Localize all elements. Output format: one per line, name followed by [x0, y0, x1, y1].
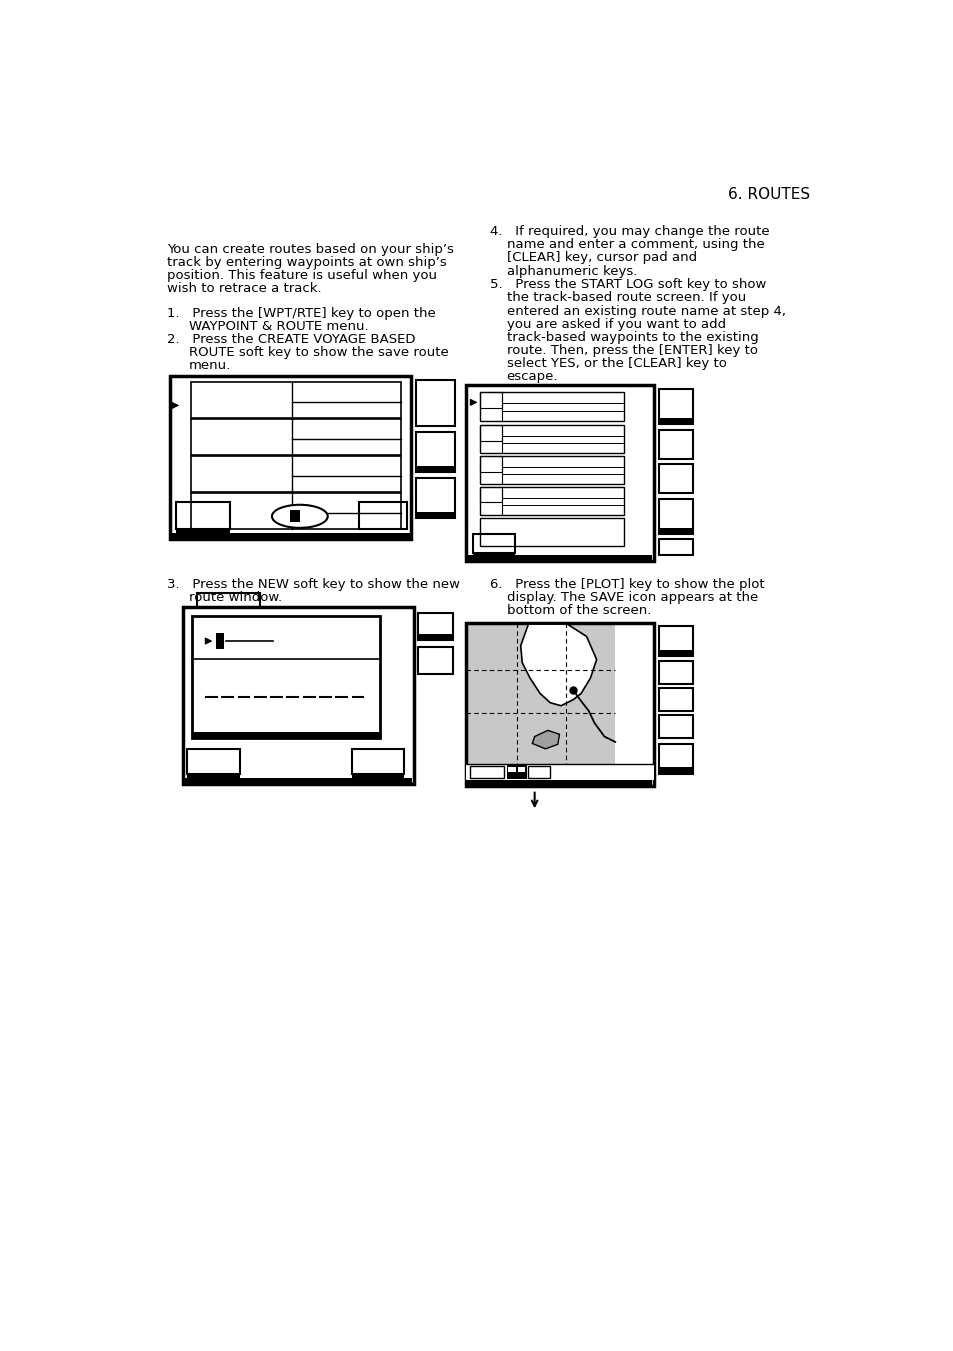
Text: name and enter a comment, using the: name and enter a comment, using the [506, 238, 763, 251]
Text: display. The SAVE icon appears at the: display. The SAVE icon appears at the [506, 590, 758, 604]
Bar [658, 539, 692, 555]
Bar [184, 778, 412, 785]
Bar [171, 534, 410, 539]
Text: escape.: escape. [506, 370, 558, 384]
Bar [658, 715, 692, 738]
Bar [468, 555, 652, 561]
Bar [480, 392, 501, 408]
Bar [480, 392, 623, 422]
Bar [358, 503, 406, 530]
Text: bottom of the screen.: bottom of the screen. [506, 604, 651, 617]
Bar [470, 766, 504, 778]
Text: the track-based route screen. If you: the track-based route screen. If you [506, 292, 745, 304]
Bar [418, 613, 453, 640]
Bar [658, 661, 692, 684]
Bar [468, 780, 652, 786]
Text: [CLEAR] key, cursor pad and: [CLEAR] key, cursor pad and [506, 251, 696, 265]
Bar [352, 774, 404, 780]
Text: route. Then, press the [ENTER] key to: route. Then, press the [ENTER] key to [506, 345, 757, 357]
Bar [187, 774, 240, 780]
Bar [183, 607, 414, 785]
Bar [418, 634, 453, 640]
Bar [658, 528, 692, 534]
Bar [466, 385, 654, 561]
Bar [480, 488, 623, 515]
Bar [480, 457, 623, 484]
Bar [480, 426, 501, 440]
Bar [466, 765, 654, 780]
Bar [418, 647, 453, 674]
Bar [416, 466, 455, 471]
Bar [506, 765, 526, 780]
Bar [658, 627, 692, 655]
Bar [480, 517, 623, 546]
Text: select YES, or the [CLEAR] key to: select YES, or the [CLEAR] key to [506, 357, 726, 370]
Bar [480, 488, 501, 503]
Bar [615, 623, 654, 765]
Text: WAYPOINT & ROUTE menu.: WAYPOINT & ROUTE menu. [189, 320, 368, 332]
Bar [466, 623, 654, 786]
Text: wish to retrace a track.: wish to retrace a track. [167, 282, 321, 296]
Text: 6. ROUTES: 6. ROUTES [728, 186, 810, 201]
Bar [658, 744, 692, 774]
Polygon shape [520, 624, 596, 705]
Bar [192, 457, 400, 492]
Text: 4.   If required, you may change the route: 4. If required, you may change the route [489, 226, 768, 238]
Bar [480, 426, 623, 453]
Text: 5.   Press the START LOG soft key to show: 5. Press the START LOG soft key to show [489, 278, 765, 292]
Text: position. This feature is useful when you: position. This feature is useful when yo… [167, 269, 436, 282]
Ellipse shape [272, 505, 328, 528]
Text: ROUTE soft key to show the save route: ROUTE soft key to show the save route [189, 346, 448, 359]
Text: 1.   Press the [WPT/RTE] key to open the: 1. Press the [WPT/RTE] key to open the [167, 307, 436, 320]
Bar [192, 419, 400, 455]
Bar [416, 512, 455, 517]
Bar [658, 430, 692, 459]
Text: entered an existing route name at step 4,: entered an existing route name at step 4… [506, 304, 785, 317]
Text: menu.: menu. [189, 359, 231, 373]
Bar [175, 530, 230, 535]
Bar [187, 748, 240, 774]
Bar [658, 650, 692, 655]
Bar [416, 431, 455, 471]
Bar [192, 493, 400, 528]
Bar [472, 534, 515, 554]
Bar [170, 376, 411, 539]
Text: 2.   Press the CREATE VOYAGE BASED: 2. Press the CREATE VOYAGE BASED [167, 334, 416, 346]
Bar [517, 766, 524, 771]
Bar [658, 417, 692, 424]
Bar [528, 766, 550, 778]
Text: track-based waypoints to the existing: track-based waypoints to the existing [506, 331, 758, 343]
Bar [352, 748, 404, 774]
Bar [416, 380, 455, 426]
Bar [480, 457, 501, 471]
Bar [290, 511, 299, 523]
Text: 3.   Press the NEW soft key to show the new: 3. Press the NEW soft key to show the ne… [167, 578, 459, 590]
Bar [508, 766, 516, 771]
Polygon shape [532, 731, 558, 748]
Bar [216, 634, 224, 648]
Bar [658, 688, 692, 711]
Bar [192, 732, 379, 738]
Bar [658, 767, 692, 774]
Text: track by entering waypoints at own ship’s: track by entering waypoints at own ship’… [167, 257, 447, 269]
Bar [192, 382, 400, 417]
Bar [658, 463, 692, 493]
Bar [416, 478, 455, 517]
Text: 6.   Press the [PLOT] key to show the plot: 6. Press the [PLOT] key to show the plot [489, 578, 763, 590]
Bar [658, 500, 692, 534]
Bar [658, 389, 692, 424]
Text: You can create routes based on your ship’s: You can create routes based on your ship… [167, 243, 454, 255]
Bar [175, 503, 230, 530]
Text: route window.: route window. [189, 590, 282, 604]
Text: you are asked if you want to add: you are asked if you want to add [506, 317, 725, 331]
Bar [192, 616, 379, 738]
Text: alphanumeric keys.: alphanumeric keys. [506, 265, 637, 277]
Bar [472, 554, 515, 557]
Bar [466, 623, 615, 765]
